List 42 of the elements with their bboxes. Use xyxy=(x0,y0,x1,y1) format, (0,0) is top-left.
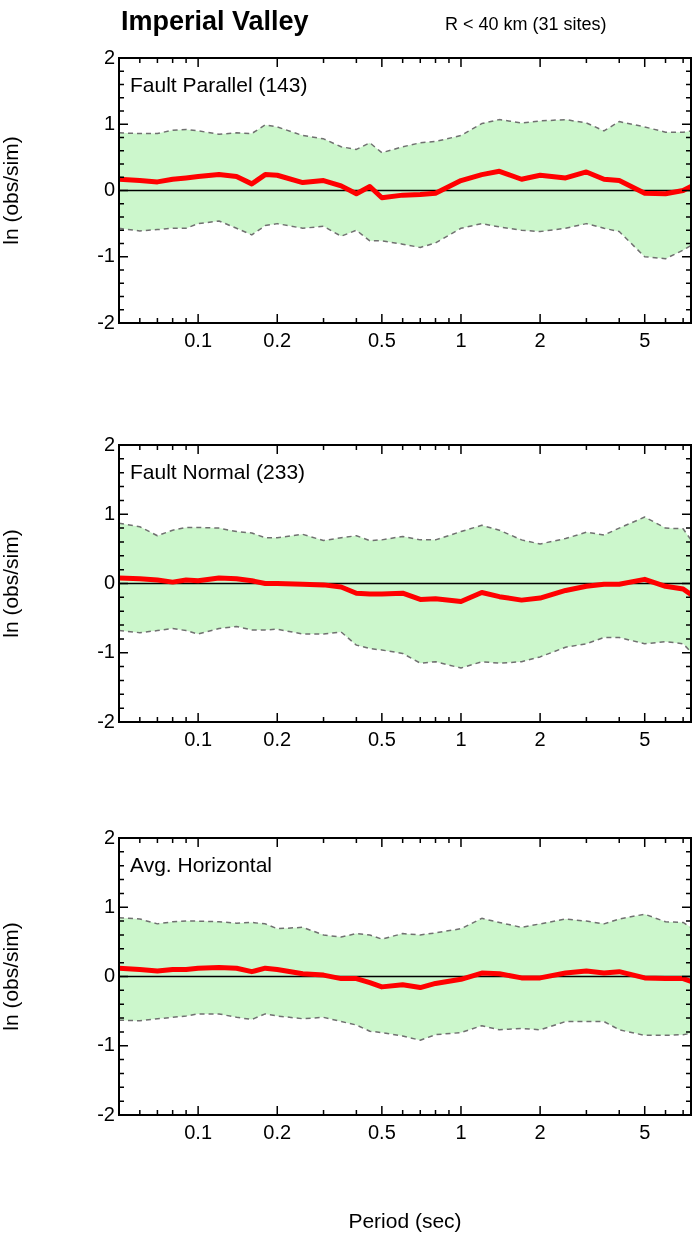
x-tick-label: 0.1 xyxy=(184,727,213,750)
y-tick-label: -1 xyxy=(97,640,115,663)
x-tick-label: 5 xyxy=(639,328,651,351)
x-tick-label: 0.1 xyxy=(184,1120,213,1143)
x-tick-label: 0.5 xyxy=(367,727,396,750)
x-tick-label: 0.5 xyxy=(367,1120,396,1143)
annotation: Fault Parallel (143) xyxy=(130,73,308,96)
x-tick-label: 0.2 xyxy=(263,1120,292,1143)
y-tick-label: 2 xyxy=(103,45,115,68)
x-tick-label: 2 xyxy=(534,1120,546,1143)
y-tick-label: 1 xyxy=(103,894,115,917)
x-tick-label: 1 xyxy=(455,727,467,750)
y-axis-title: ln (obs/sim) xyxy=(0,529,23,638)
y-tick-label: -1 xyxy=(97,244,115,267)
x-tick-label: 0.2 xyxy=(263,727,292,750)
annotation: Fault Normal (233) xyxy=(130,460,306,483)
y-tick-label: -1 xyxy=(97,1033,115,1056)
y-tick-label: 2 xyxy=(103,825,115,848)
y-tick-label: -2 xyxy=(97,709,115,732)
x-tick-label: 1 xyxy=(455,1120,467,1143)
y-tick-label: 1 xyxy=(103,111,115,134)
y-tick-label: 0 xyxy=(103,571,115,594)
y-tick-label: -2 xyxy=(97,310,115,333)
x-tick-label: 0.1 xyxy=(184,328,213,351)
chart-title: Imperial Valley xyxy=(121,6,309,37)
x-axis-title: Period (sec) xyxy=(348,1209,462,1233)
y-tick-label: 2 xyxy=(103,432,115,455)
y-tick-label: 0 xyxy=(103,964,115,987)
annotation: Avg. Horizontal xyxy=(130,853,273,876)
y-tick-label: -2 xyxy=(97,1102,115,1125)
x-tick-label: 0.5 xyxy=(367,328,396,351)
x-tick-label: 2 xyxy=(534,727,546,750)
y-axis-title: ln (obs/sim) xyxy=(0,136,23,245)
x-tick-label: 5 xyxy=(639,1120,651,1143)
chart-subtitle: R < 40 km (31 sites) xyxy=(445,14,607,35)
x-tick-label: 2 xyxy=(534,328,546,351)
x-tick-label: 1 xyxy=(455,328,467,351)
y-tick-label: 0 xyxy=(103,178,115,201)
x-tick-label: 5 xyxy=(639,727,651,750)
x-tick-label: 0.2 xyxy=(263,328,292,351)
y-axis-title: ln (obs/sim) xyxy=(0,922,23,1031)
y-tick-label: 1 xyxy=(103,501,115,524)
